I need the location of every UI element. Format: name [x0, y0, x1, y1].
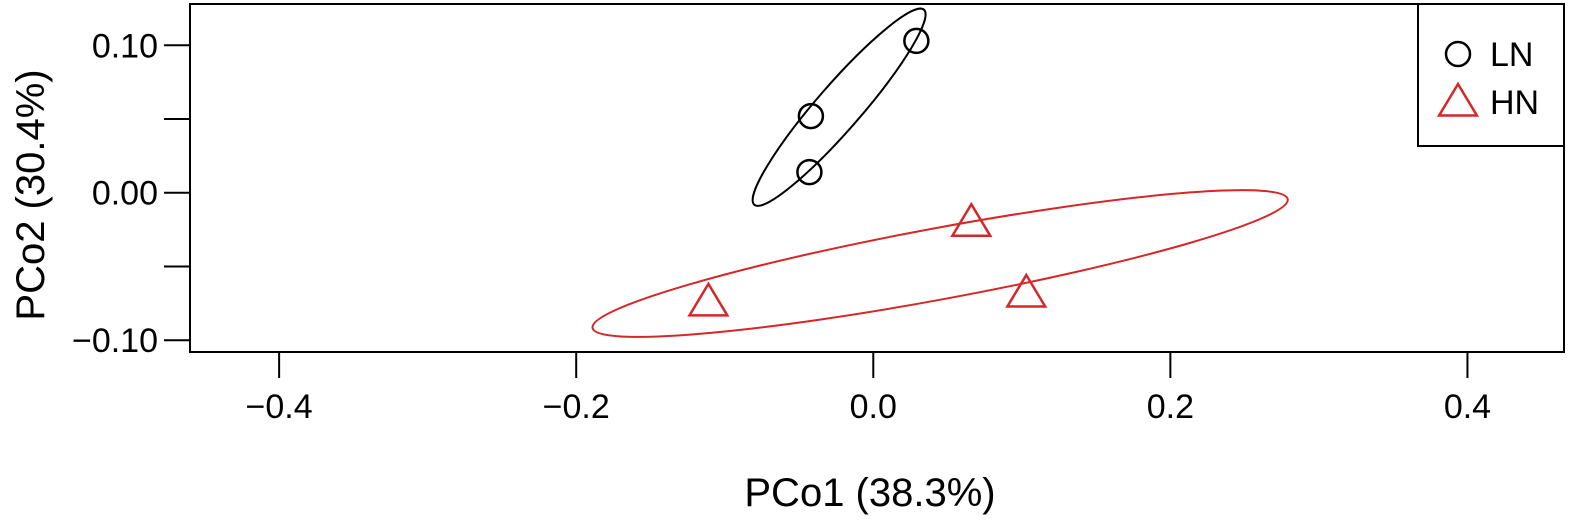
x-axis-title: PCo1 (38.3%)	[744, 471, 995, 515]
x-axis: −0.4 −0.2 0.0 0.2 0.4	[246, 351, 1491, 426]
legend-marker-ln	[1444, 40, 1472, 68]
ellipse-layer	[591, 7, 1289, 338]
y-axis: 0.10 0.00 −0.10	[72, 27, 191, 360]
confidence-ellipse-hn	[591, 189, 1289, 338]
data-point-hn	[687, 281, 730, 317]
point-layer	[687, 27, 1048, 317]
legend-box	[1417, 3, 1565, 147]
plot-frame	[189, 3, 1565, 353]
x-tick-label: −0.4	[246, 388, 313, 426]
legend-label-hn: HN	[1490, 84, 1539, 122]
y-axis-title: PCo2 (30.4%)	[9, 69, 53, 320]
data-point-ln	[797, 102, 825, 130]
data-point-hn	[950, 201, 993, 237]
legend-marker-hn	[1436, 81, 1480, 117]
legend-label-ln: LN	[1490, 36, 1533, 74]
x-tick-label: 0.0	[850, 388, 897, 426]
data-point-ln	[796, 158, 823, 186]
y-tick-label: −0.10	[72, 322, 158, 360]
confidence-ellipse-ln	[751, 7, 927, 207]
x-tick-label: 0.2	[1147, 388, 1194, 426]
legend: LN HN	[1417, 3, 1565, 147]
y-tick-label: 0.00	[92, 175, 158, 213]
x-tick-label: 0.4	[1444, 388, 1491, 426]
y-tick-label: 0.10	[92, 27, 158, 65]
x-tick-label: −0.2	[543, 388, 610, 426]
data-point-ln	[903, 27, 930, 55]
data-point-hn	[1005, 272, 1048, 308]
